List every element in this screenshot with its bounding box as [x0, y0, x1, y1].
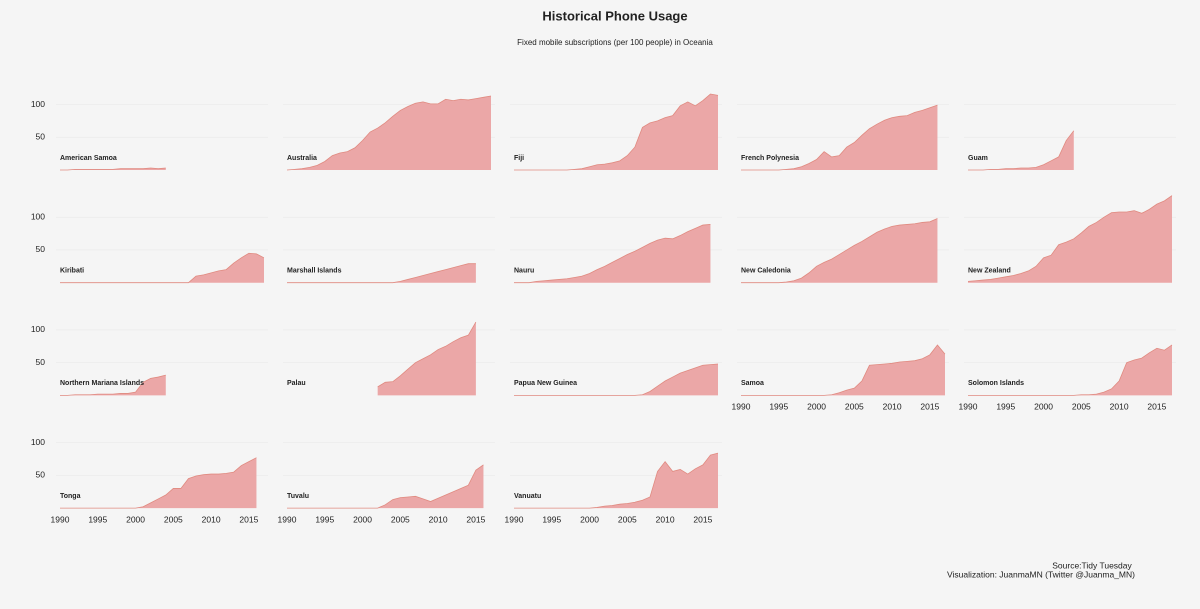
area [741, 344, 945, 396]
area-line [60, 167, 166, 171]
area [968, 130, 1074, 170]
x-tick-label: 2015 [239, 514, 258, 524]
x-tick-label: 2000 [580, 514, 599, 524]
panel-label: American Samoa [60, 155, 117, 162]
x-tick-label: 1990 [51, 514, 70, 524]
area [514, 94, 718, 170]
area-line [967, 195, 1173, 282]
x-tick-label: 2015 [920, 402, 939, 412]
x-tick-label: 1990 [959, 402, 978, 412]
chart-title: Historical Phone Usage [542, 8, 687, 23]
y-tick-label: 100 [31, 324, 45, 334]
x-tick-label: 2000 [353, 514, 372, 524]
y-tick-label: 50 [36, 470, 46, 480]
x-tick-label: 1995 [996, 402, 1015, 412]
area-line [514, 452, 719, 509]
panel-label: Northern Mariana Islands [60, 380, 144, 387]
panel-label: Tuvalu [287, 493, 309, 500]
area-line [514, 363, 719, 396]
panel-label: Fiji [514, 155, 524, 162]
x-tick-label: 2015 [693, 514, 712, 524]
x-tick-label: 1995 [315, 514, 334, 524]
area [287, 263, 476, 283]
x-tick-label: 2000 [807, 402, 826, 412]
x-tick-label: 2005 [618, 514, 637, 524]
y-tick-label: 50 [36, 132, 46, 142]
x-tick-label: 2005 [164, 514, 183, 524]
area-line [286, 95, 492, 171]
area-line [60, 374, 166, 396]
area-line [968, 130, 1075, 171]
area-line [287, 263, 476, 284]
x-tick-label: 2015 [466, 514, 485, 524]
x-tick-label: 2010 [1110, 402, 1129, 412]
panel-label: Nauru [514, 268, 534, 275]
x-tick-label: 2015 [1147, 402, 1166, 412]
area-line [514, 224, 711, 284]
area-line [60, 252, 265, 284]
x-tick-label: 2010 [883, 402, 902, 412]
area-line [741, 104, 938, 171]
x-tick-label: 2000 [1034, 402, 1053, 412]
area [60, 375, 166, 396]
area [968, 195, 1172, 283]
area-line [741, 344, 946, 396]
x-tick-label: 2010 [202, 514, 221, 524]
area [514, 453, 718, 509]
x-tick-label: 1990 [278, 514, 297, 524]
area-line [514, 93, 719, 171]
y-tick-label: 100 [31, 437, 45, 447]
area [377, 322, 476, 396]
area [741, 105, 938, 170]
area [287, 464, 484, 509]
y-tick-label: 50 [36, 357, 46, 367]
area [514, 224, 711, 283]
area-line [377, 321, 477, 388]
x-tick-label: 1995 [88, 514, 107, 524]
x-tick-label: 1995 [542, 514, 561, 524]
x-tick-label: 2000 [126, 514, 145, 524]
y-tick-label: 50 [36, 244, 46, 254]
area [60, 253, 264, 283]
x-tick-label: 2010 [429, 514, 448, 524]
panel-label: Palau [287, 380, 306, 387]
area-line [968, 344, 1173, 396]
x-tick-label: 2005 [1072, 402, 1091, 412]
source: Source:Tidy Tuesday [1052, 560, 1132, 570]
x-tick-label: 2005 [845, 402, 864, 412]
panel-label: Samoa [741, 380, 764, 387]
x-tick-label: 2005 [391, 514, 410, 524]
x-tick-label: 1995 [769, 402, 788, 412]
panel-label: New Zealand [968, 268, 1011, 275]
area-line [60, 457, 257, 509]
panel-label: Australia [287, 155, 317, 162]
panel-label: Marshall Islands [287, 268, 342, 275]
y-tick-label: 100 [31, 99, 45, 109]
panel-label: Kiribati [60, 268, 84, 275]
area [60, 457, 257, 509]
panel-label: Papua New Guinea [514, 380, 577, 387]
chart-subtitle: Fixed mobile subscriptions (per 100 peop… [517, 38, 713, 47]
area-line [741, 218, 938, 284]
panel-label: New Caledonia [741, 268, 791, 275]
panel-label: Vanuatu [514, 493, 541, 500]
x-tick-label: 1990 [505, 514, 524, 524]
area [968, 344, 1172, 396]
credit: Visualization: JuanmaMN (Twitter @Juanma… [947, 569, 1135, 579]
panel-label: Guam [968, 155, 988, 162]
panel-label: Solomon Islands [968, 380, 1024, 387]
y-tick-label: 100 [31, 211, 45, 221]
x-tick-label: 2010 [656, 514, 675, 524]
panel-label: Tonga [60, 493, 81, 500]
area [287, 96, 491, 170]
area [741, 218, 938, 283]
x-tick-label: 1990 [732, 402, 751, 412]
area-line [287, 464, 484, 509]
panel-label: French Polynesia [741, 155, 799, 162]
area [514, 363, 718, 396]
